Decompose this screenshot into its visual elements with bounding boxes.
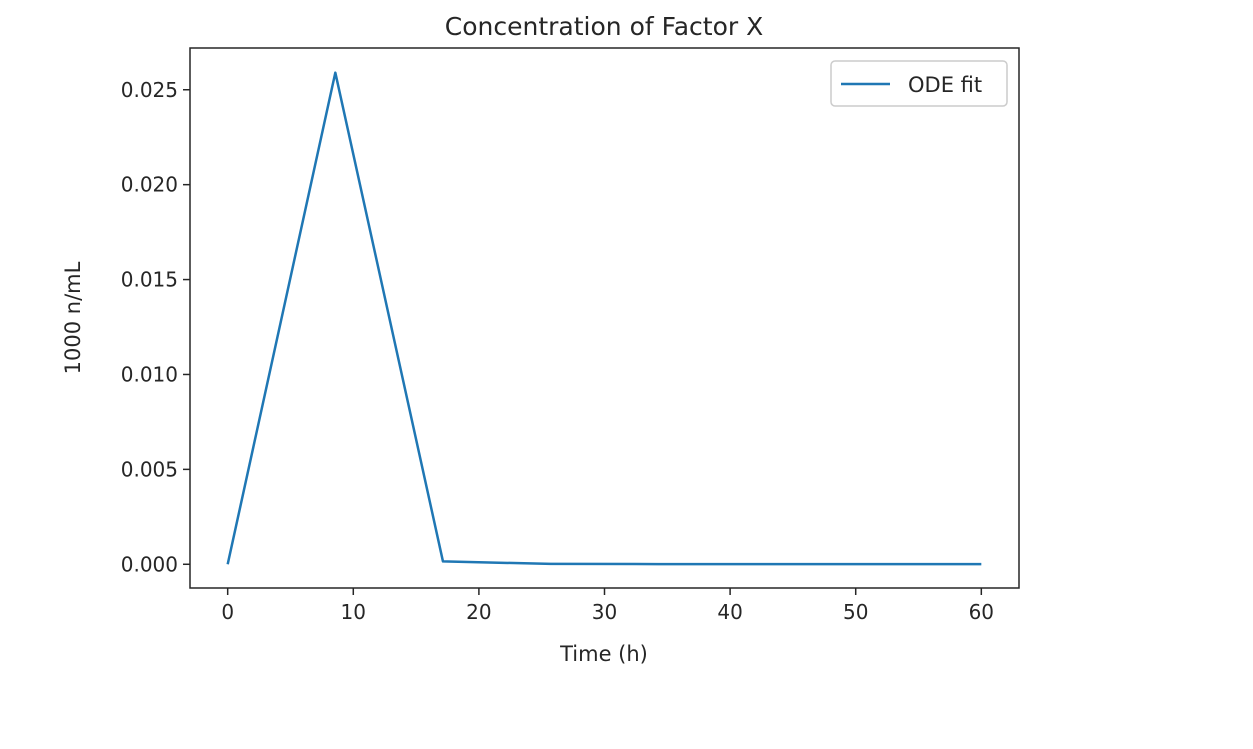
y-axis-label: 1000 n/mL (61, 261, 85, 374)
x-axis-label: Time (h) (559, 642, 648, 666)
x-tick-label: 60 (969, 600, 994, 624)
x-tick-label: 30 (592, 600, 617, 624)
x-tick-label: 20 (466, 600, 491, 624)
legend: ODE fit (830, 60, 1008, 107)
x-tick-label: 0 (221, 600, 234, 624)
legend-box (830, 60, 1008, 107)
legend-label-ode-fit: ODE fit (908, 73, 982, 97)
y-tick-label: 0.010 (121, 362, 178, 386)
y-tick-label: 0.015 (121, 268, 178, 292)
y-axis-ticks: 0.000 0.005 0.010 0.015 0.020 0.025 (121, 78, 190, 576)
series-layer (226, 71, 982, 566)
x-tick-label: 40 (717, 600, 742, 624)
chart-title: Concentration of Factor X (445, 12, 763, 41)
y-tick-label: 0.005 (121, 457, 178, 481)
y-tick-label: 0.025 (121, 78, 178, 102)
series-line-0 (226, 71, 982, 566)
x-tick-label: 50 (843, 600, 868, 624)
y-tick-label: 0.000 (121, 552, 178, 576)
plot-area (190, 48, 1019, 588)
x-axis-ticks: 0 10 20 30 40 50 60 (221, 588, 994, 624)
y-tick-label: 0.020 (121, 173, 178, 197)
x-tick-label: 10 (341, 600, 366, 624)
plot-frame (189, 47, 1020, 589)
